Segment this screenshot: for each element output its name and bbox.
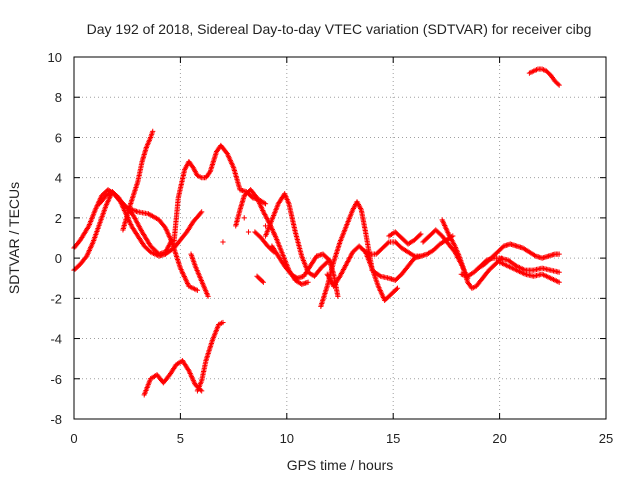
series-arc-10 (262, 191, 332, 279)
y-tick-label: 6 (55, 130, 62, 145)
series-arc-24 (526, 66, 562, 88)
data-point (205, 293, 211, 299)
y-tick-label: -2 (50, 291, 62, 306)
ticks: 0 5 10 15 20 25 -8 -6 -4 -2 0 2 4 6 8 10 (48, 50, 614, 446)
series-arc-17 (369, 233, 456, 283)
data-point (262, 201, 269, 207)
y-tick-label: -4 (50, 332, 62, 347)
data-point (194, 287, 201, 293)
series-arc-23 (497, 259, 562, 285)
series-arc-09 (233, 187, 311, 287)
data-point (376, 272, 382, 278)
plot-frame (73, 56, 607, 420)
series-arc-07 (171, 142, 269, 245)
data-point (245, 229, 252, 235)
data-point (241, 215, 247, 221)
chart-title: Day 192 of 2018, Sidereal Day-to-day VTE… (87, 21, 592, 37)
series-arc-12 (254, 273, 266, 285)
y-tick-label: 4 (55, 171, 62, 186)
y-tick-label: 10 (48, 50, 62, 65)
series-arc-05 (141, 358, 205, 398)
data-point (305, 279, 311, 285)
y-tick-label: -6 (50, 372, 62, 387)
data-point (556, 279, 562, 285)
data-point (199, 209, 205, 215)
x-tick-label: 20 (492, 431, 506, 446)
data-point (417, 232, 423, 238)
series-arc-15 (324, 243, 401, 303)
data-point (556, 82, 562, 88)
data-point (271, 231, 277, 237)
data-point (556, 251, 562, 257)
series-isolated (220, 215, 277, 245)
x-tick-label: 25 (599, 431, 613, 446)
series-arc-13 (269, 243, 341, 299)
x-axis-label: GPS time / hours (287, 457, 394, 473)
data-point (259, 278, 265, 284)
series-arc-18 (386, 229, 424, 247)
data-point (555, 81, 561, 87)
series-arc-04 (120, 128, 156, 233)
data-point (150, 128, 156, 135)
data-point (262, 223, 269, 229)
x-tick-label: 5 (177, 431, 184, 446)
x-tick-label: 0 (70, 431, 77, 446)
data-point (260, 279, 266, 285)
data-point (220, 319, 226, 326)
y-axis-label: SDTVAR / TECUs (6, 182, 22, 294)
series-arc-02 (71, 189, 205, 273)
series-arc-22 (475, 241, 562, 271)
series-arc-08 (188, 251, 211, 299)
data-markers (71, 66, 562, 398)
data-point (385, 240, 391, 246)
y-tick-label: 0 (55, 251, 62, 266)
data-point (418, 231, 424, 237)
series-arc-06 (194, 319, 226, 394)
data-point (394, 285, 401, 291)
y-tick-label: -8 (50, 412, 62, 427)
data-point (206, 170, 212, 176)
series-arc-03 (96, 189, 201, 293)
data-point (220, 239, 226, 245)
data-point (198, 210, 204, 216)
x-tick-label: 10 (280, 431, 294, 446)
x-tick-label: 15 (386, 431, 400, 446)
y-tick-label: 2 (55, 211, 62, 226)
grid (74, 57, 606, 419)
data-point (556, 269, 562, 275)
y-tick-label: 8 (55, 90, 62, 105)
data-point (393, 286, 399, 292)
data-point (335, 293, 341, 299)
